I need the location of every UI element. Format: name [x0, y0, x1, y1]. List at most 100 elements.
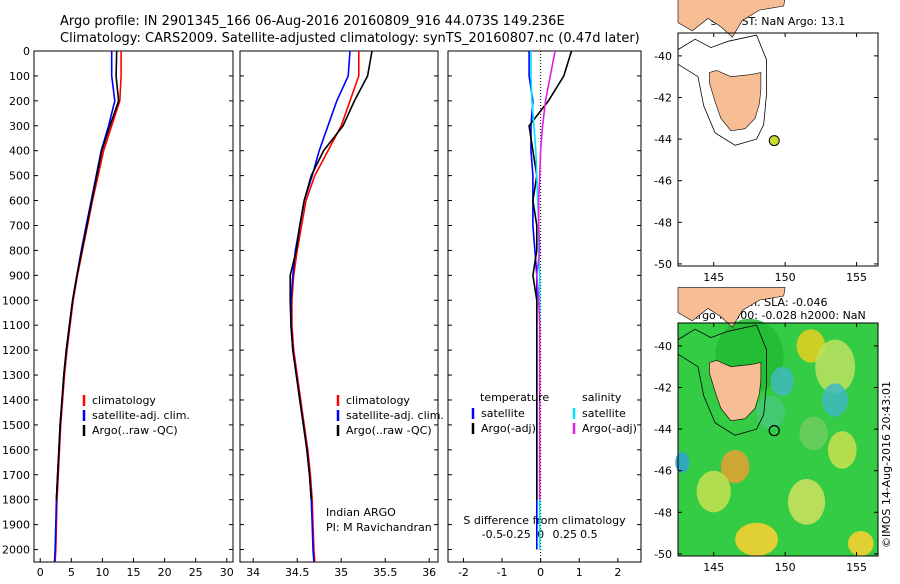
depth-tick-label: 1500	[2, 419, 30, 432]
sal-x-tick-label: 36	[422, 566, 436, 579]
tasmania-shape	[709, 70, 762, 132]
depth-tick-label: 600	[9, 195, 30, 208]
sst-map-lat-tick-label: -48	[654, 216, 672, 229]
temp-x-tick-label: 25	[189, 566, 203, 579]
sla-anomaly-blob	[848, 531, 874, 557]
temp-legend-label: satellite-adj. clim.	[92, 409, 190, 422]
temp-x-tick-label: 30	[220, 566, 234, 579]
sal-x-tick-label: 34.5	[285, 566, 310, 579]
depth-tick-label: 700	[9, 219, 30, 232]
diff-temp-argo-line	[528, 50, 573, 500]
figure-title-line2: Climatology: CARS2009. Satellite-adjuste…	[60, 31, 640, 46]
diff-temp-legend-label: Argo(-adj)	[481, 422, 536, 435]
sal-x-tick-label: 35	[334, 566, 348, 579]
sst-map-lat-tick-label: -42	[654, 91, 672, 104]
sst-map-lat-tick-label: -44	[654, 133, 672, 146]
temp-x-tick-label: 5	[68, 566, 75, 579]
sst-map-panel: sat. SST: NaN Argo: 13.1-40-42-44-46-48-…	[654, 0, 879, 284]
sal-argo-line	[289, 50, 373, 500]
temp-argo-line	[55, 50, 120, 500]
temp-legend-label: Argo(..raw -QC)	[92, 424, 178, 437]
sla-map-depth-contour	[677, 324, 767, 436]
sst-map-lat-tick-label: -46	[654, 175, 672, 188]
sst-map-frame	[677, 32, 879, 267]
diff-temp-legend-label: satellite	[481, 407, 525, 420]
sal-legend-label: satellite-adj. clim.	[346, 409, 444, 422]
diff-x-tick-label: 0	[537, 566, 544, 579]
float-program-label: Indian ARGO	[326, 506, 396, 519]
argo-float-marker	[768, 135, 780, 147]
sla-anomaly-blob	[770, 366, 794, 396]
sal-diff-tick-label: 0	[537, 528, 544, 541]
salinity-panel: 3434.53535.536salinityclimatologysatelli…	[239, 50, 444, 584]
depth-tick-label: 1300	[2, 369, 30, 382]
sla-anomaly-blob	[720, 449, 750, 484]
sla-anomaly-blob	[815, 339, 856, 394]
depth-tick-label: 2000	[2, 544, 30, 557]
sst-map-depth-contour	[677, 34, 767, 146]
sal-x-tick-label: 35.5	[373, 566, 398, 579]
sal-diff-tick-label: 0.5	[580, 528, 598, 541]
depth-tick-label: 1100	[2, 319, 30, 332]
sla-anomaly-blob	[822, 383, 849, 417]
depth-tick-label: 200	[9, 95, 30, 108]
sal-climatology-line	[291, 51, 360, 563]
sla-map-lon-tick-label: 145	[703, 561, 724, 574]
difference-panel: -2-1012T difference from climatology-0.5…	[447, 50, 642, 584]
sal-legend-label: Argo(..raw -QC)	[346, 424, 432, 437]
sla-map-lat-tick-label: -48	[654, 506, 672, 519]
sla-anomaly-blob	[828, 431, 857, 469]
sal-legend-title: salinity	[582, 391, 622, 404]
depth-tick-label: 1800	[2, 494, 30, 507]
diff-x-tick-label: 2	[614, 566, 621, 579]
depth-tick-label: 400	[9, 145, 30, 158]
depth-tick-label: 1900	[2, 519, 30, 532]
depth-tick-label: 1200	[2, 344, 30, 357]
sla-mainland-shape	[677, 287, 786, 328]
diff-x-tick-label: -2	[458, 566, 469, 579]
sal-diff-tick-label: -0.25	[502, 528, 530, 541]
temp-satellite-line	[53, 51, 116, 563]
temp-x-tick-label: 0	[37, 566, 44, 579]
sst-map-lat-tick-label: -40	[654, 50, 672, 63]
sla-map-lon-tick-label: 150	[775, 561, 796, 574]
sst-map-lon-tick-label: 145	[703, 271, 724, 284]
diff-temp-satellite-line	[528, 51, 538, 550]
sla-anomaly-blob	[675, 451, 690, 473]
figure-title-line1: Argo profile: IN 2901345_166 06-Aug-2016…	[60, 14, 565, 29]
sla-map-lat-tick-label: -44	[654, 423, 672, 436]
sla-map-lat-tick-label: -40	[654, 340, 672, 353]
depth-tick-label: 1400	[2, 394, 30, 407]
temp-climatology-line	[54, 51, 122, 563]
temp-x-tick-label: 20	[158, 566, 172, 579]
depth-tick-label: 1600	[2, 444, 30, 457]
sal-diff-tick-label: 0.25	[553, 528, 578, 541]
plot-frame	[447, 50, 642, 563]
sla-map-lat-tick-label: -46	[654, 465, 672, 478]
depth-tick-label: 500	[9, 170, 30, 183]
plot-frame	[239, 50, 439, 563]
sst-map-background	[678, 33, 878, 266]
sst-map-lon-tick-label: 150	[775, 271, 796, 284]
depth-tick-label: 800	[9, 244, 30, 257]
sla-map-frame	[677, 322, 879, 557]
diff-sal-legend-label: satellite	[582, 407, 626, 420]
principal-investigator-label: PI: M Ravichandran	[326, 521, 432, 534]
depth-tick-label: 300	[9, 120, 30, 133]
sla-map-lon-tick-label: 155	[846, 561, 867, 574]
sla-anomaly-blob	[799, 416, 828, 450]
temp-x-tick-label: 10	[95, 566, 109, 579]
imos-credit: ©IMOS 14-Aug-2016 20:43:01	[880, 381, 893, 548]
sla-tasmania-shape	[709, 360, 762, 422]
sal-diff-tick-label: -0.5	[482, 528, 503, 541]
plot-frame	[33, 50, 234, 563]
depth-tick-label: 0	[23, 45, 30, 58]
depth-tick-label: 900	[9, 269, 30, 282]
sst-map-lon-tick-label: 155	[846, 271, 867, 284]
temp-legend-label: climatology	[92, 394, 156, 407]
depth-tick-label: 1000	[2, 294, 30, 307]
temperature-panel: 0100200300400500600700800900100011001200…	[2, 45, 234, 584]
sla-map-lat-tick-label: -42	[654, 381, 672, 394]
